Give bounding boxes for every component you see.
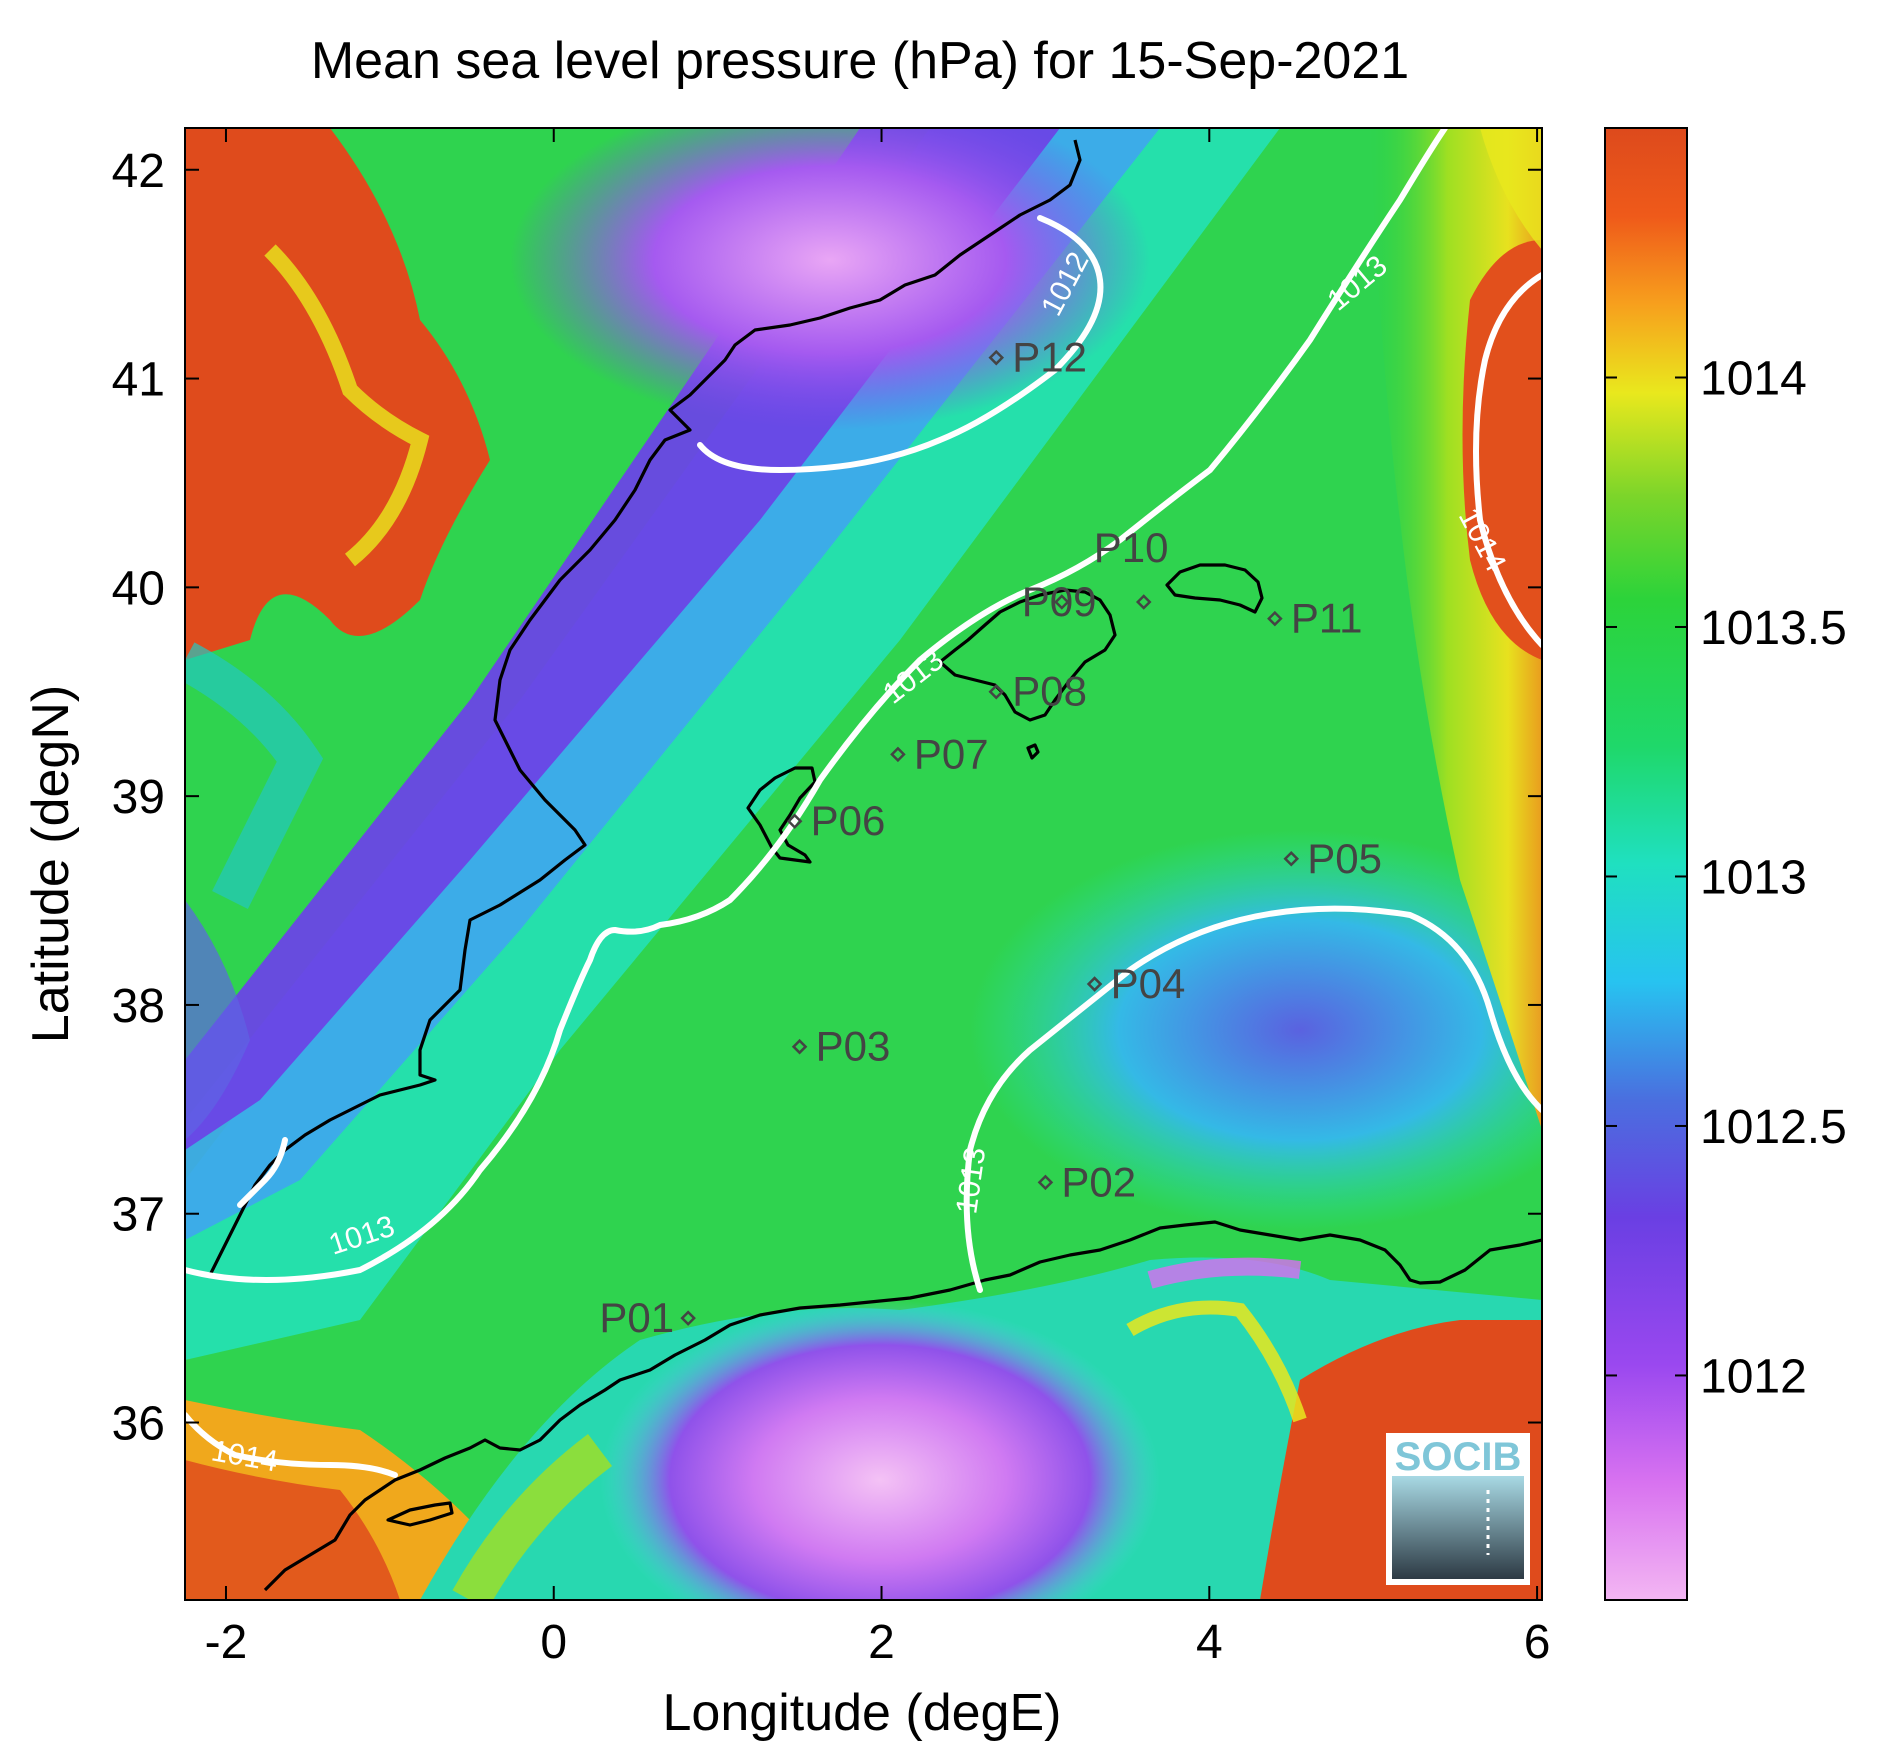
colorbar-tick-label: 1014 [1700, 352, 1807, 405]
x-tick-label: -2 [205, 1616, 248, 1669]
station-label: P03 [816, 1023, 891, 1070]
coastlines [208, 139, 1542, 1592]
y-tick-label: 38 [112, 980, 165, 1033]
station-marker [1054, 594, 1070, 610]
colorbar [1604, 127, 1688, 1601]
pressure-field [185, 128, 1542, 1600]
colorbar-tick-label: 1013 [1700, 851, 1807, 904]
station-label: P10 [1094, 524, 1169, 571]
station-marker [791, 1038, 808, 1055]
station-label: P01 [599, 1294, 674, 1341]
y-axis: 36 37 38 39 40 41 42 [112, 145, 1542, 1451]
station-label: P09 [1022, 578, 1097, 625]
x-axis-label: Longitude (degE) [663, 1684, 1062, 1742]
station-markers: P01 P02 P03 P04 P05 P06 P07 P08 P09 P10 P11 P12 [599, 334, 1382, 1341]
station-marker [1283, 851, 1300, 867]
station-label: P02 [1061, 1158, 1136, 1205]
station-label: P12 [1012, 334, 1087, 381]
x-tick-label: 0 [540, 1616, 567, 1669]
y-axis-label: Latitude (degN) [22, 685, 80, 1043]
x-tick-label: 4 [1196, 1616, 1223, 1669]
station-marker [1135, 594, 1152, 610]
station-label: P06 [811, 797, 886, 844]
station-marker [1086, 976, 1103, 992]
station-marker [988, 683, 1005, 700]
colorbar-ticks: 1012 1012.5 1013 1013.5 1014 [1605, 352, 1847, 1403]
plot-frame [184, 127, 1543, 1601]
isobar-contours [185, 128, 1542, 1478]
station-label: P11 [1291, 595, 1363, 642]
socib-logo-text: SOCIB [1395, 1435, 1522, 1479]
colorbar-tick-label: 1012.5 [1700, 1101, 1847, 1154]
station-marker [1267, 610, 1283, 627]
isobar-1012-north [697, 215, 1104, 474]
isobar-1014-sw [185, 1412, 398, 1478]
y-tick-label: 36 [112, 1398, 165, 1451]
x-axis: -2 0 2 4 6 [205, 128, 1551, 1669]
y-tick-label: 37 [112, 1189, 165, 1242]
colorbar-tick-label: 1013.5 [1700, 602, 1847, 655]
station-marker [890, 746, 906, 763]
x-tick-label: 2 [868, 1616, 895, 1669]
station-marker [1037, 1174, 1054, 1191]
x-tick-label: 6 [1524, 1616, 1551, 1669]
isobar-1014-east [1473, 272, 1542, 648]
isobar-small-sw [237, 1137, 288, 1208]
y-tick-label: 40 [112, 562, 165, 615]
socib-logo: SOCIB [1386, 1433, 1530, 1585]
y-tick-label: 42 [112, 145, 165, 198]
y-tick-label: 41 [112, 354, 165, 407]
station-marker [680, 1310, 696, 1326]
station-label: P05 [1307, 835, 1382, 882]
station-marker [786, 813, 803, 829]
station-label: P07 [914, 730, 989, 777]
chart-title: Mean sea level pressure (hPa) for 15-Sep… [311, 32, 1409, 90]
station-label: P04 [1111, 960, 1186, 1007]
y-tick-label: 39 [112, 771, 165, 824]
colorbar-tick-label: 1012 [1700, 1350, 1807, 1403]
isobar-1013-west [185, 128, 1448, 1283]
station-marker [988, 349, 1005, 366]
isobar-1013-east [963, 905, 1542, 1293]
station-label: P08 [1012, 668, 1087, 715]
